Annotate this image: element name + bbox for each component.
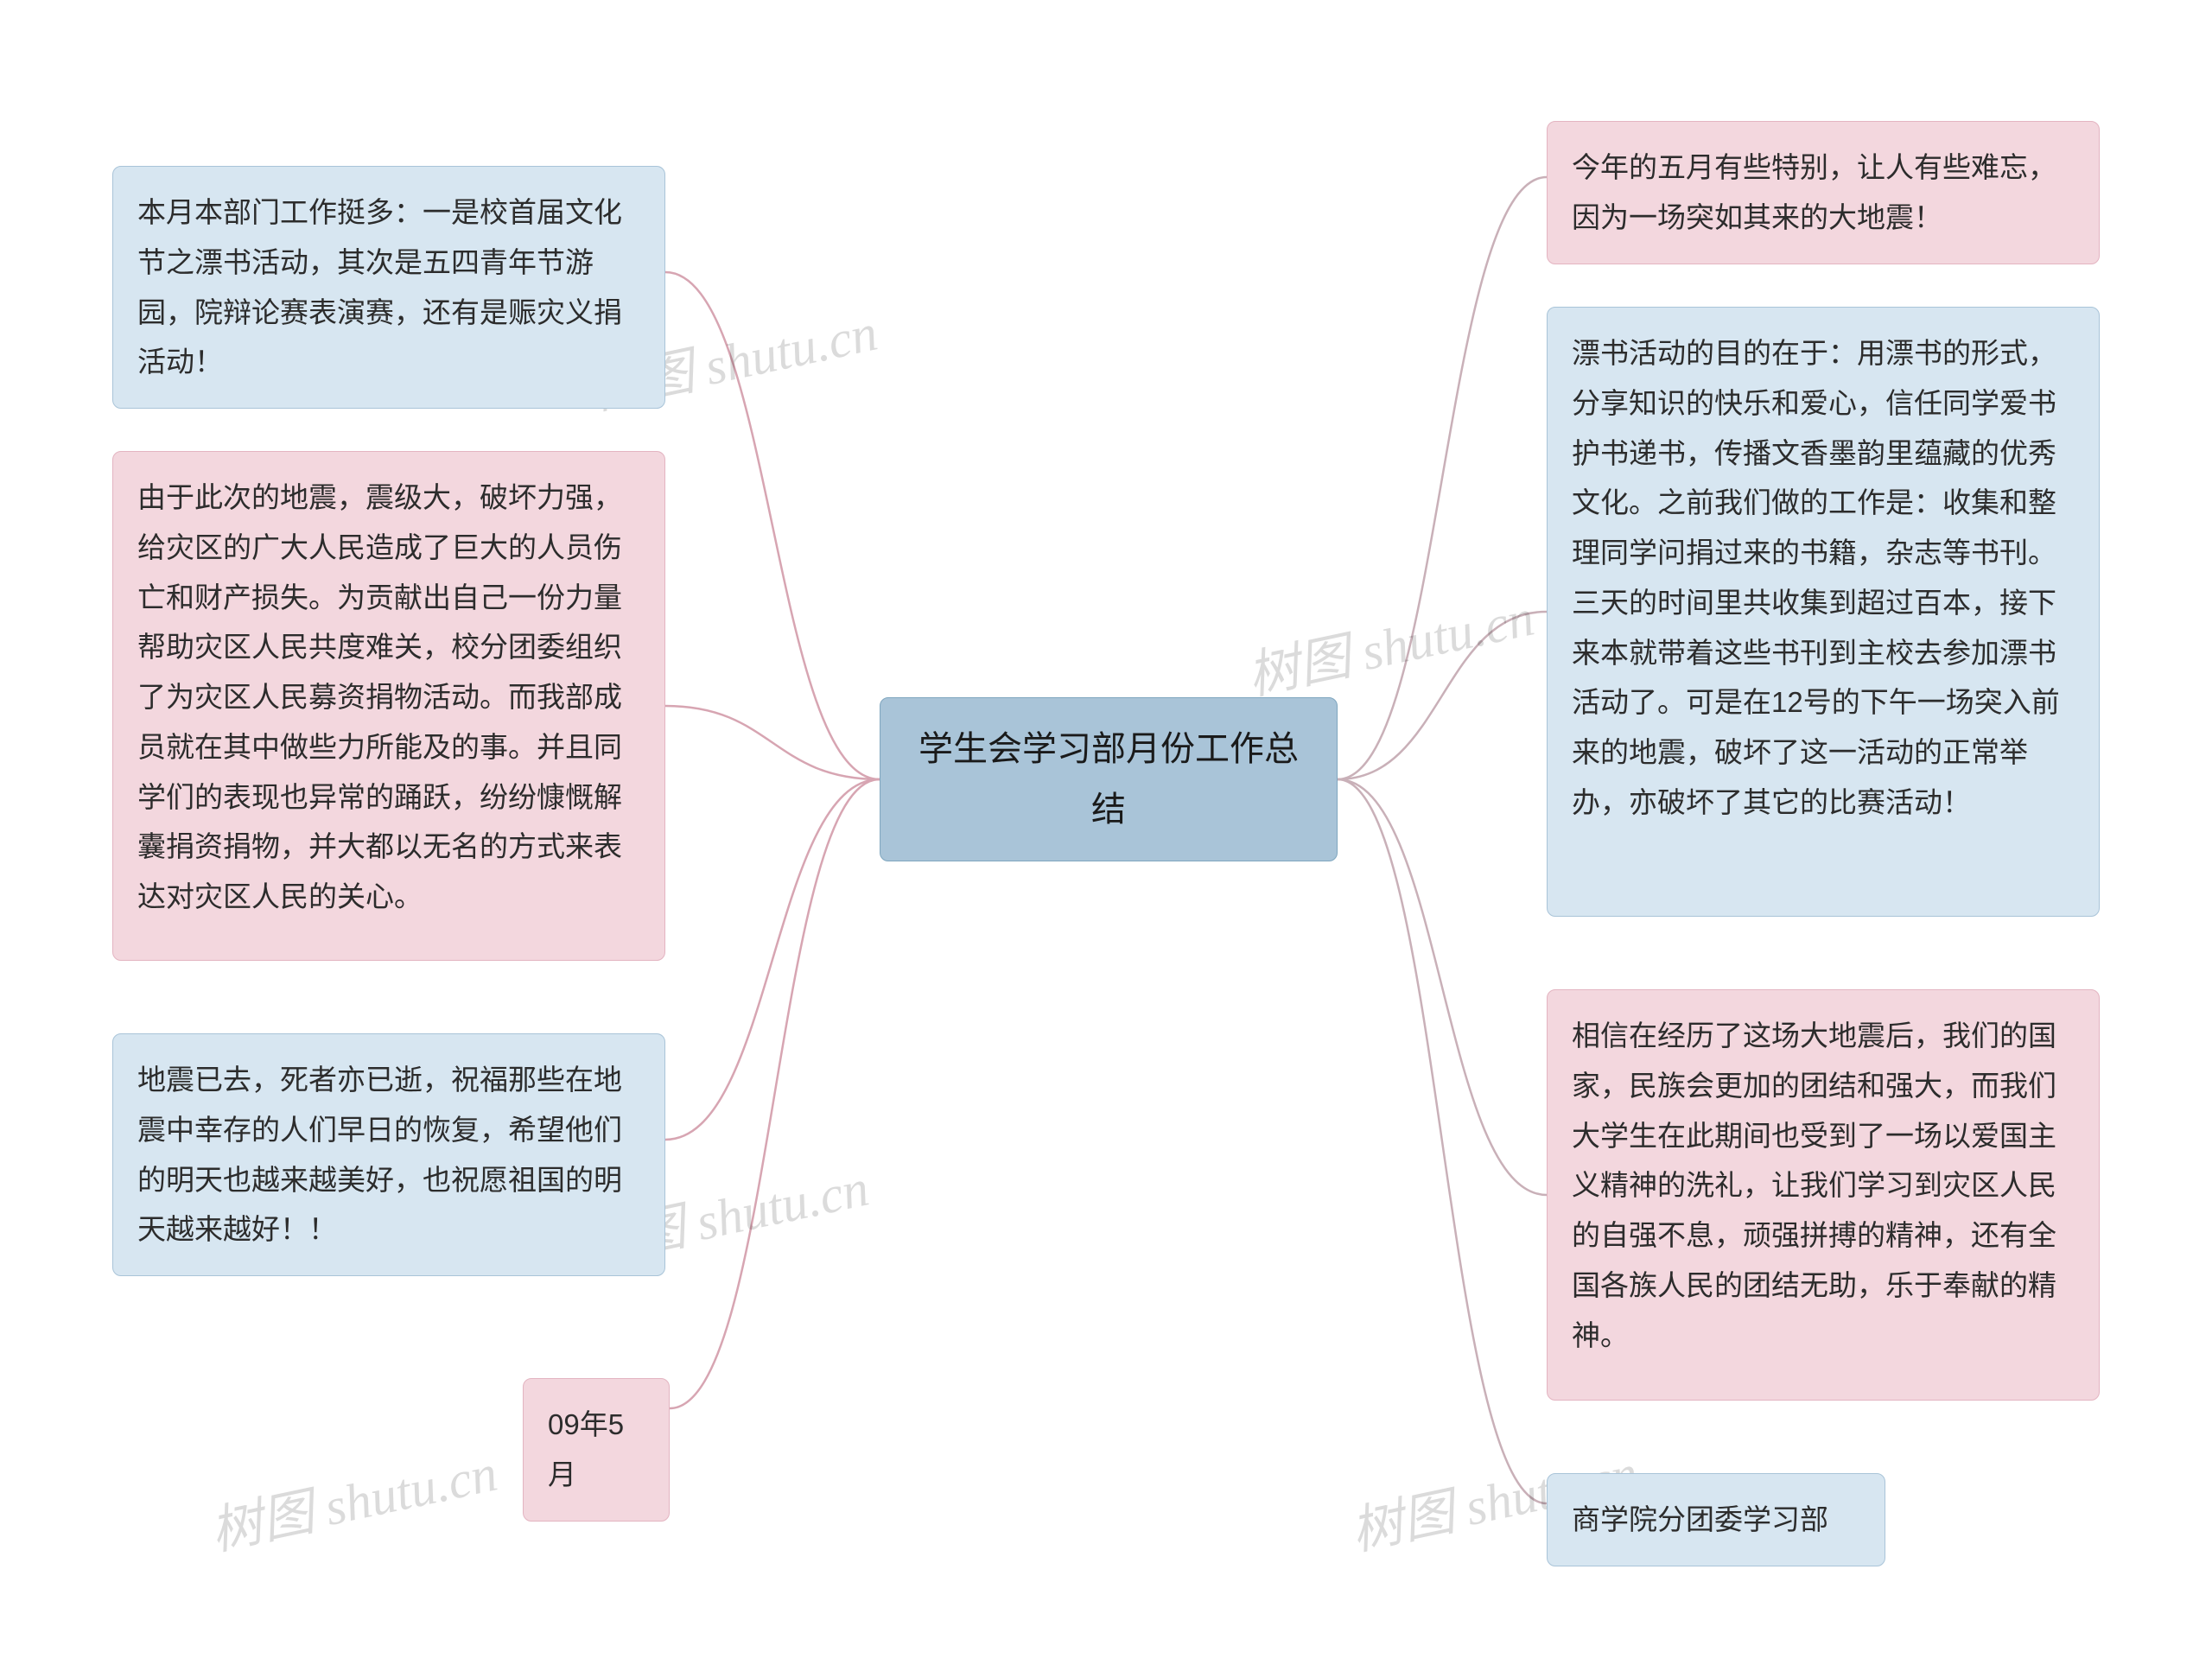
center-node[interactable]: 学生会学习部月份工作总结 [880,697,1338,861]
right-node-4[interactable]: 商学院分团委学习部 [1547,1473,1885,1566]
left-node-3-text: 地震已去，死者亦已逝，祝福那些在地震中幸存的人们早日的恢复，希望他们的明天也越来… [137,1064,622,1245]
right-node-1[interactable]: 今年的五月有些特别，让人有些难忘，因为一场突如其来的大地震！ [1547,121,2100,264]
left-node-1-text: 本月本部门工作挺多：一是校首届文化节之漂书活动，其次是五四青年节游园，院辩论赛表… [137,196,622,378]
left-node-4-text: 09年5月 [548,1408,624,1490]
right-node-2-text: 漂书活动的目的在于：用漂书的形式，分享知识的快乐和爱心，信任同学爱书护书递书，传… [1572,337,2060,818]
right-node-1-text: 今年的五月有些特别，让人有些难忘，因为一场突如其来的大地震！ [1572,151,2056,233]
watermark: 树图 shutu.cn [203,1431,503,1565]
left-node-3[interactable]: 地震已去，死者亦已逝，祝福那些在地震中幸存的人们早日的恢复，希望他们的明天也越来… [112,1033,665,1276]
left-node-2[interactable]: 由于此次的地震，震级大，破坏力强，给灾区的广大人民造成了巨大的人员伤亡和财产损失… [112,451,665,961]
right-node-3[interactable]: 相信在经历了这场大地震后，我们的国家，民族会更加的团结和强大，而我们大学生在此期… [1547,989,2100,1401]
right-node-2[interactable]: 漂书活动的目的在于：用漂书的形式，分享知识的快乐和爱心，信任同学爱书护书递书，传… [1547,307,2100,917]
mindmap-canvas: 树图 shutu.cn树图 shutu.cn树图 shutu.cn树图 shut… [0,0,2212,1671]
left-node-4[interactable]: 09年5月 [523,1378,670,1522]
left-node-2-text: 由于此次的地震，震级大，破坏力强，给灾区的广大人民造成了巨大的人员伤亡和财产损失… [137,481,622,912]
right-node-4-text: 商学院分团委学习部 [1572,1503,1828,1535]
left-node-1[interactable]: 本月本部门工作挺多：一是校首届文化节之漂书活动，其次是五四青年节游园，院辩论赛表… [112,166,665,409]
right-node-3-text: 相信在经历了这场大地震后，我们的国家，民族会更加的团结和强大，而我们大学生在此期… [1572,1020,2056,1351]
watermark: 树图 shutu.cn [1240,575,1540,709]
center-node-label: 学生会学习部月份工作总结 [905,719,1313,840]
